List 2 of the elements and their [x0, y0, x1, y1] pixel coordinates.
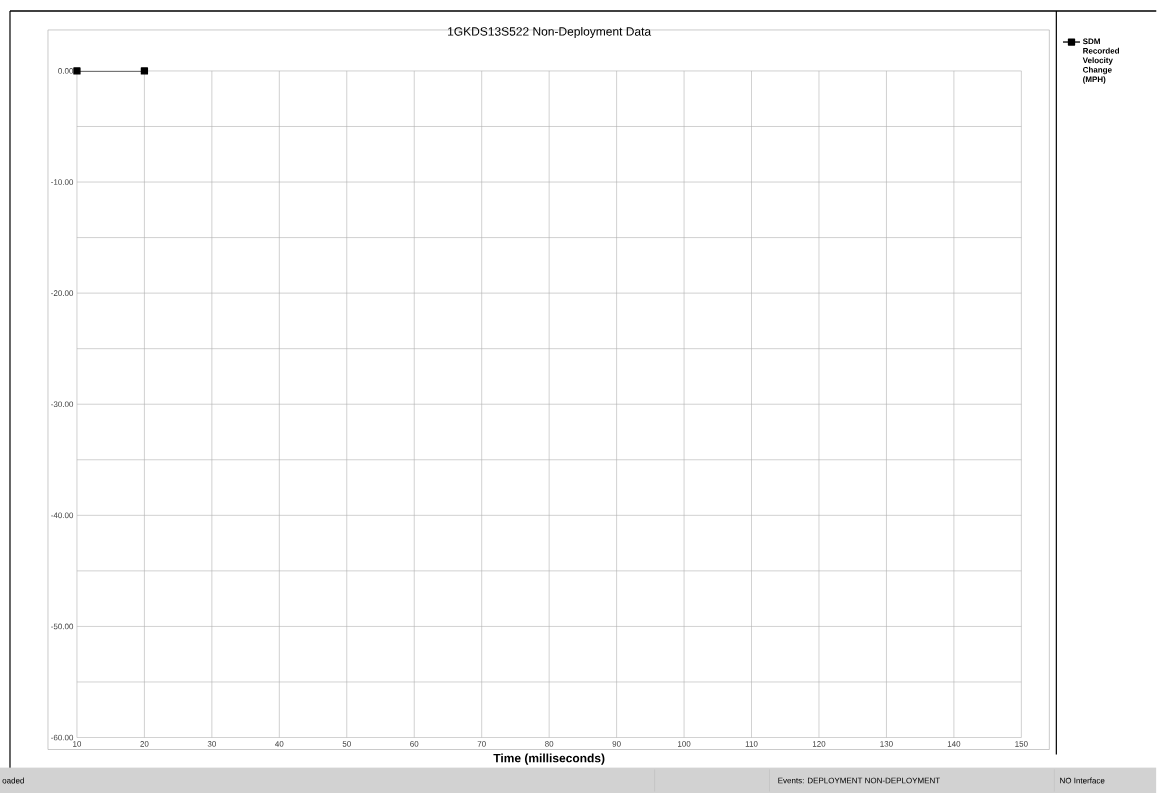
x-axis-title: Time (milliseconds): [493, 753, 605, 765]
chart-title: 1GKDS13S522 Non-Deployment Data: [448, 26, 652, 38]
